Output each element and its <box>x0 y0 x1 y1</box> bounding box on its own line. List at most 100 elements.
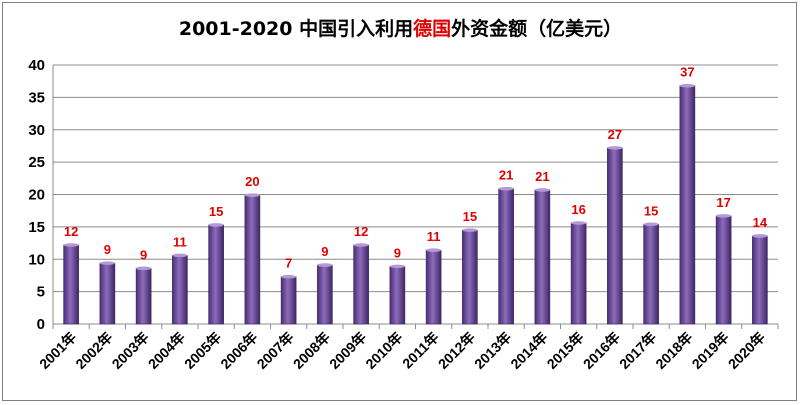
x-category-label: 2010年 <box>362 329 405 372</box>
bar-cap <box>607 146 623 150</box>
bar <box>462 229 478 325</box>
bar-cap <box>281 274 297 279</box>
data-label: 21 <box>535 169 549 184</box>
x-category-label: 2008年 <box>290 329 333 372</box>
y-tick-label: 20 <box>28 187 45 204</box>
bar <box>63 244 79 325</box>
data-label: 12 <box>354 224 368 239</box>
x-category-label: 2003年 <box>109 329 152 372</box>
bar-cap <box>244 193 260 197</box>
x-category-label: 2002年 <box>72 329 115 372</box>
data-label: 15 <box>209 204 223 219</box>
bar <box>534 189 551 325</box>
bar-cap <box>172 253 188 258</box>
y-tick-label: 25 <box>28 154 45 171</box>
x-category-label: 2009年 <box>326 329 369 372</box>
bar-cap <box>63 243 79 247</box>
x-category-label: 2005年 <box>181 329 224 372</box>
chart-title-part-3: 外资金额（亿美元） <box>451 18 623 40</box>
y-tick-label: 5 <box>37 284 45 301</box>
x-category-label: 2006年 <box>217 329 260 372</box>
bar <box>570 222 587 325</box>
bar <box>752 235 768 325</box>
data-label: 15 <box>463 209 477 224</box>
x-category-label: 2007年 <box>254 329 297 372</box>
bar-cap <box>208 223 224 227</box>
x-category-label: 2004年 <box>145 329 188 372</box>
bar <box>607 147 623 325</box>
bar-cap <box>643 222 659 227</box>
bar <box>389 266 406 325</box>
axes <box>52 65 779 329</box>
y-tick-label: 0 <box>37 316 45 333</box>
bar <box>679 85 696 325</box>
x-category-label: 2020年 <box>725 329 768 372</box>
x-category-label: 2015年 <box>544 329 587 372</box>
data-label: 9 <box>321 244 328 259</box>
bar <box>498 188 514 325</box>
bar-cap <box>99 261 115 265</box>
data-label: 12 <box>64 224 78 239</box>
bar <box>425 249 442 325</box>
y-tick-label: 40 <box>28 57 45 74</box>
bar-cap <box>462 228 478 232</box>
data-label: 11 <box>427 229 441 244</box>
data-label: 20 <box>245 174 259 189</box>
data-label: 7 <box>285 256 292 271</box>
data-label: 15 <box>644 203 658 218</box>
y-tick-label: 30 <box>28 122 45 139</box>
chart-title-highlight: 德国 <box>413 18 452 40</box>
data-label: 27 <box>608 127 622 142</box>
data-label: 9 <box>104 242 111 257</box>
x-category-label: 2018年 <box>652 329 695 372</box>
y-tick-label: 15 <box>28 219 45 236</box>
bar <box>317 264 333 325</box>
bar <box>135 268 152 325</box>
y-tick-label: 35 <box>28 89 45 106</box>
data-label: 11 <box>173 234 187 249</box>
bar <box>244 194 261 325</box>
bar <box>715 215 732 325</box>
bar-cap <box>534 188 550 192</box>
data-label: 9 <box>394 245 401 260</box>
bar-cap <box>752 234 768 238</box>
data-label: 37 <box>680 65 694 80</box>
bar-cap <box>426 248 442 252</box>
bar-cap <box>389 264 405 269</box>
bar-cap <box>679 83 695 88</box>
data-label: 16 <box>571 202 585 217</box>
bar-cap <box>136 266 152 271</box>
x-category-label: 2014年 <box>507 329 550 372</box>
bar-cap <box>498 186 514 191</box>
x-category-label: 2012年 <box>435 329 478 372</box>
chart-title-part-1: 2001-2020 中国引入利用 <box>178 18 414 40</box>
bar-cap <box>716 214 732 218</box>
bars <box>63 83 768 325</box>
x-category-label: 2013年 <box>471 329 514 372</box>
bar <box>172 255 188 325</box>
bar-cap <box>317 263 333 267</box>
data-label: 9 <box>140 247 147 262</box>
data-label: 21 <box>499 168 513 183</box>
bar <box>99 262 116 325</box>
bar <box>280 276 297 325</box>
bar-cap <box>353 243 369 247</box>
x-category-label: 2019年 <box>689 329 732 372</box>
x-category-label: 2001年 <box>36 329 79 372</box>
x-category-label: 2016年 <box>580 329 623 372</box>
x-category-label: 2011年 <box>399 329 442 372</box>
data-labels: 12 9 9 11 15 20 7 9 12 9 11 15 21 21 16 27 15 37 17 14 <box>64 65 768 271</box>
bar <box>208 224 224 325</box>
data-label: 14 <box>753 215 768 230</box>
bar <box>353 244 369 325</box>
y-tick-label: 10 <box>28 251 45 268</box>
x-category-label: 2017年 <box>616 329 659 372</box>
data-label: 17 <box>716 195 730 210</box>
bar-cap <box>571 221 587 225</box>
x-category-labels: 2001年2002年2003年2004年2005年2006年2007年2008年… <box>36 329 768 372</box>
bar <box>643 223 659 325</box>
chart-title: 2001-2020 中国引入利用德国外资金额（亿美元） <box>0 14 801 41</box>
y-tick-labels: 0 5 10 15 20 25 30 35 40 <box>28 57 45 333</box>
chart-frame <box>2 2 797 401</box>
